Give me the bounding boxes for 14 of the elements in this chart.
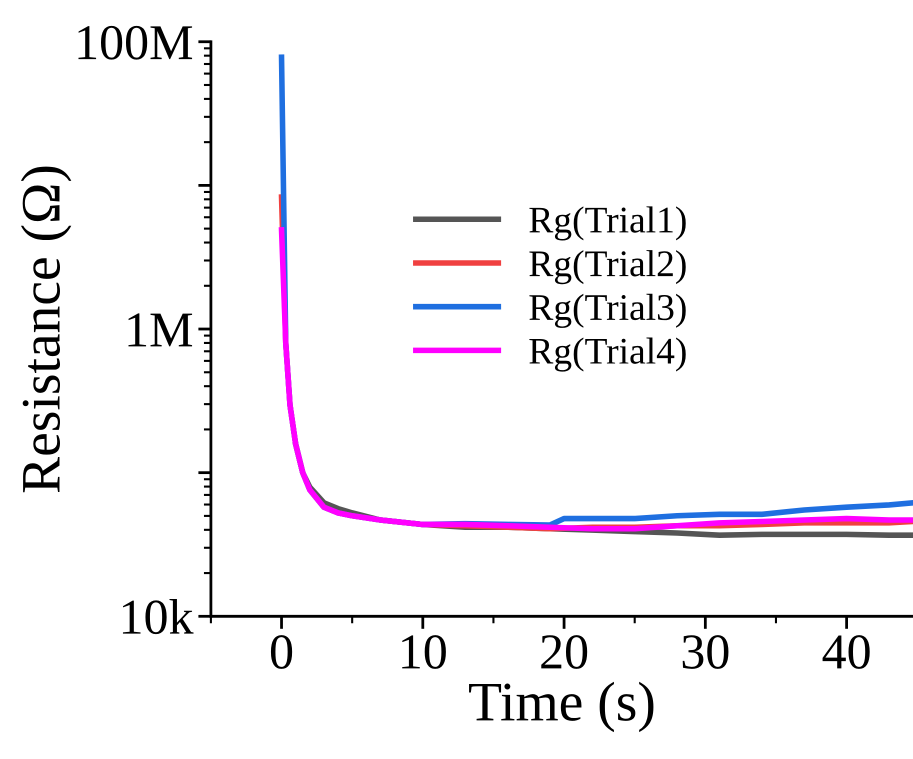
y-tick-label: 10k: [122, 598, 194, 634]
x-tick-label: 30: [682, 635, 728, 669]
y-axis-title: Resistance (Ω): [20, 166, 72, 492]
x-tick-label: 10: [402, 635, 446, 669]
legend-label: Rg(Trial4): [529, 338, 686, 372]
y-tick-label: 100M: [78, 26, 192, 60]
x-axis-title: Time (s): [469, 682, 654, 732]
x-tick-label: 0: [270, 635, 292, 669]
legend-label: Rg(Trial2): [529, 250, 686, 284]
y-tick-label: 1M: [128, 313, 192, 346]
legend-label: Rg(Trial1): [529, 206, 686, 240]
x-tick-label: 40: [822, 635, 870, 669]
legend-label: Rg(Trial3): [529, 294, 686, 328]
x-tick-label: 20: [541, 635, 588, 669]
